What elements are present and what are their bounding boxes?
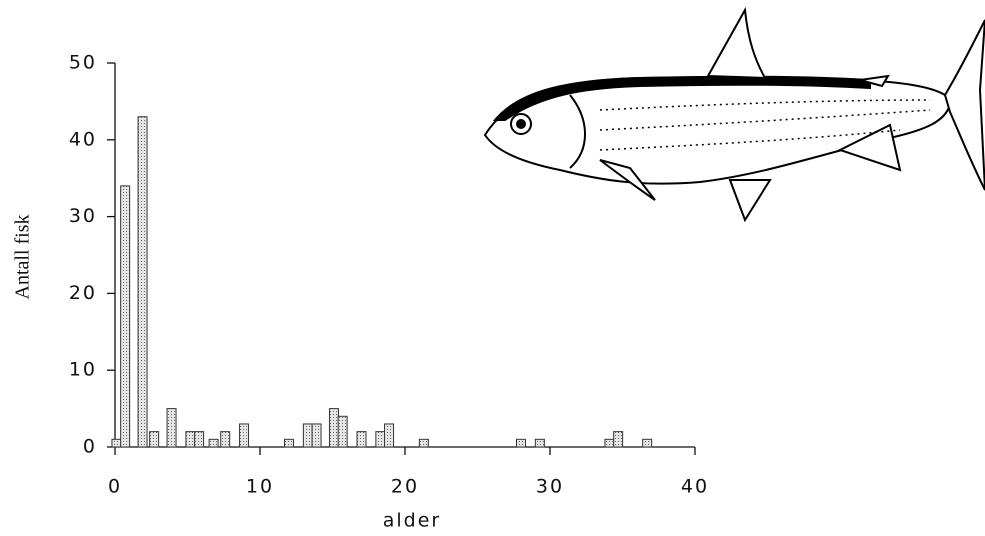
x-tick-label: 30 [536, 476, 564, 498]
bar [384, 423, 395, 448]
bar [149, 431, 160, 448]
x-tick-label: 20 [391, 476, 419, 498]
y-tick-label: 10 [69, 359, 97, 381]
bar [166, 408, 177, 448]
bar [356, 431, 367, 448]
bar [375, 431, 386, 448]
bar [418, 438, 429, 448]
bar [194, 431, 205, 448]
fish-illustration [483, 6, 985, 223]
bar [208, 438, 219, 448]
y-tick-label: 50 [69, 52, 97, 74]
x-tick-label: 0 [108, 476, 122, 498]
x-tick-label: 40 [681, 476, 709, 498]
bar [328, 408, 339, 448]
bar [220, 431, 231, 448]
bar [120, 185, 131, 448]
bar [111, 438, 122, 448]
bar [185, 431, 196, 448]
y-tick-label: 20 [69, 282, 97, 304]
y-axis-label: Antall fisk [12, 215, 34, 300]
bar [311, 423, 322, 448]
bar [284, 438, 294, 448]
bar [642, 438, 653, 448]
bar [337, 415, 348, 448]
bar [302, 423, 313, 448]
x-axis-label: alder [383, 510, 441, 532]
bar [534, 438, 545, 448]
bar [137, 116, 148, 448]
bar [516, 438, 526, 448]
y-tick-label: 40 [69, 128, 97, 150]
bar [613, 431, 624, 448]
bar [604, 438, 615, 448]
y-tick-label: 0 [83, 436, 97, 458]
bar [239, 423, 250, 448]
y-tick-label: 30 [69, 205, 97, 227]
x-tick-label: 10 [246, 476, 274, 498]
